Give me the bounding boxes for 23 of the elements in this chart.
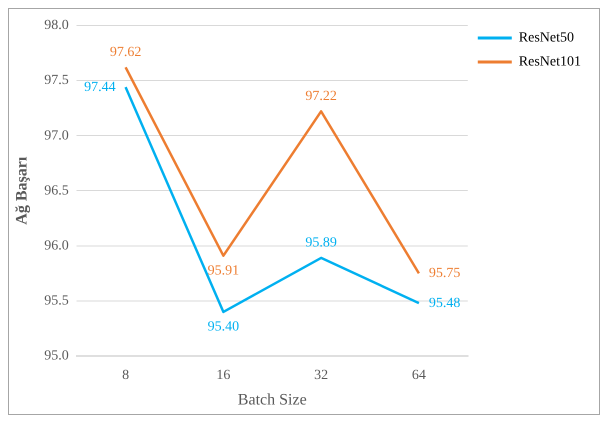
- x-tick-label: 8: [122, 368, 130, 384]
- data-label: 97.44: [84, 80, 116, 95]
- data-label: 95.40: [208, 320, 240, 335]
- data-label: 97.62: [110, 44, 142, 60]
- x-tick-label: 32: [314, 368, 328, 384]
- y-tick-label: 95.5: [44, 294, 69, 309]
- y-tick-label: 97.5: [44, 73, 69, 88]
- y-tick-label: 95.0: [44, 348, 69, 364]
- legend-label: ResNet50: [518, 30, 574, 46]
- y-axis-title: Ağ Başarı: [14, 156, 31, 225]
- y-tick-label: 96.5: [44, 183, 69, 198]
- y-tick-label: 97.0: [44, 128, 69, 144]
- x-tick-label: 16: [216, 368, 230, 384]
- legend-label: ResNet101: [518, 54, 582, 70]
- y-tick-label: 98.0: [44, 18, 69, 34]
- data-label: 95.89: [305, 236, 337, 251]
- data-label: 95.75: [428, 266, 460, 282]
- data-label: 95.48: [428, 296, 460, 311]
- data-label: 97.22: [305, 89, 337, 104]
- x-tick-label: 64: [412, 368, 426, 384]
- y-tick-label: 96.0: [44, 238, 69, 254]
- data-label: 95.91: [208, 263, 240, 278]
- x-axis-title: Batch Size: [238, 392, 307, 409]
